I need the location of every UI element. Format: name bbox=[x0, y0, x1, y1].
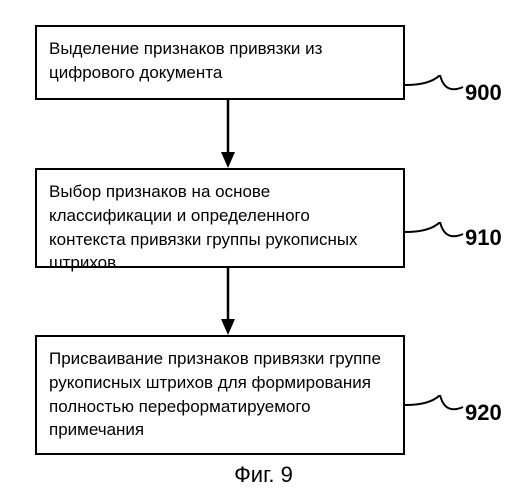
node-text: Выделение признаков привязки из цифровог… bbox=[49, 39, 322, 82]
node-text: Выбор признаков на основе классификации … bbox=[49, 182, 358, 272]
figure-caption: Фиг. 9 bbox=[0, 462, 527, 488]
ref-label-2: 910 bbox=[465, 225, 502, 251]
flowchart-node-1: Выделение признаков привязки из цифровог… bbox=[35, 25, 405, 100]
arrow-2-to-3 bbox=[218, 268, 238, 335]
flowchart-node-3: Присваивание признаков привязки группе р… bbox=[35, 335, 405, 455]
arrow-1-to-2 bbox=[218, 100, 238, 168]
ref-curve-2 bbox=[405, 222, 465, 247]
flowchart-container: Выделение признаков привязки из цифровог… bbox=[0, 0, 527, 500]
ref-curve-1 bbox=[405, 75, 465, 100]
ref-curve-3 bbox=[405, 395, 465, 420]
ref-label-1: 900 bbox=[465, 80, 502, 106]
ref-label-3: 920 bbox=[465, 400, 502, 426]
node-text: Присваивание признаков привязки группе р… bbox=[49, 349, 381, 439]
flowchart-node-2: Выбор признаков на основе классификации … bbox=[35, 168, 405, 268]
